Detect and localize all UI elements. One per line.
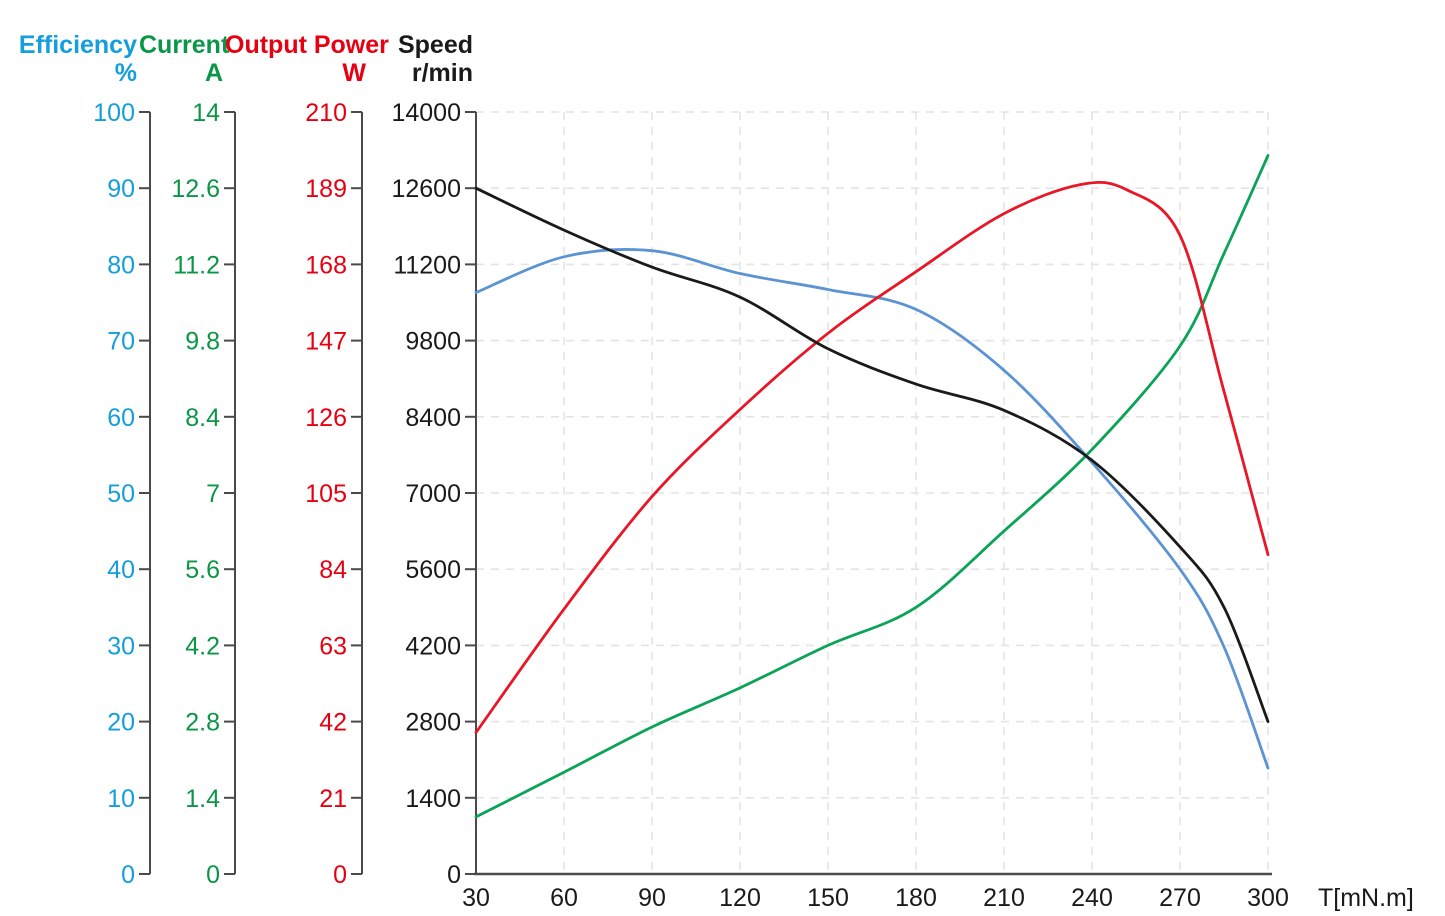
x-tick-label: 150 xyxy=(807,884,849,912)
speed-tick-label: 7000 xyxy=(405,480,461,508)
efficiency-tick-label: 80 xyxy=(107,251,135,279)
x-axis-title: T[mN.m] xyxy=(1318,884,1414,912)
current-tick-label: 11.2 xyxy=(173,251,220,279)
output_power-tick-label: 147 xyxy=(305,328,347,356)
speed-tick-label: 8400 xyxy=(405,404,461,432)
efficiency-tick-label: 0 xyxy=(121,861,135,889)
efficiency-curve xyxy=(474,248,1270,770)
output_power-tick-label: 210 xyxy=(305,99,347,127)
speed-axis-unit: r/min xyxy=(411,59,473,87)
current-tick-label: 12.6 xyxy=(171,175,220,203)
current-axis-header: Current A xyxy=(139,31,230,87)
x-tick-label: 90 xyxy=(638,884,666,912)
current-tick-label: 14 xyxy=(192,99,220,127)
current-tick-label: 8.4 xyxy=(185,404,220,432)
output-power-axis-unit: W xyxy=(342,59,366,87)
speed-tick-label: 14000 xyxy=(391,99,461,127)
current-tick-label: 0 xyxy=(206,861,220,889)
current-tick-label: 4.2 xyxy=(185,632,220,660)
current-axis-unit: A xyxy=(204,59,223,87)
efficiency-tick-label: 90 xyxy=(107,175,135,203)
x-tick-label: 120 xyxy=(719,884,761,912)
x-tick-label: 60 xyxy=(550,884,578,912)
output_power-tick-label: 21 xyxy=(319,785,347,813)
efficiency-tick-label: 30 xyxy=(107,632,135,660)
speed-tick-label: 9800 xyxy=(405,328,461,356)
output_power-tick-label: 63 xyxy=(319,632,347,660)
x-tick-label: 30 xyxy=(462,884,490,912)
output_power-tick-label: 105 xyxy=(305,480,347,508)
efficiency-tick-label: 40 xyxy=(107,556,135,584)
x-tick-label: 180 xyxy=(895,884,937,912)
output_power-tick-label: 42 xyxy=(319,709,347,737)
speed-tick-label: 12600 xyxy=(391,175,461,203)
speed-axis-title: Speed xyxy=(397,31,473,59)
efficiency-tick-label: 60 xyxy=(107,404,135,432)
efficiency-tick-label: 50 xyxy=(107,480,135,508)
output-power-axis-title: Output Power xyxy=(225,31,389,59)
output_power-tick-label: 84 xyxy=(319,556,347,584)
output_power-tick-label: 126 xyxy=(305,404,347,432)
x-tick-label: 240 xyxy=(1071,884,1113,912)
speed-tick-label: 11200 xyxy=(393,251,461,279)
current-tick-label: 7 xyxy=(206,480,220,508)
speed-axis-header: Speed r/min xyxy=(368,31,473,87)
output-power-axis-header: Output Power W xyxy=(225,31,389,87)
speed-tick-label: 0 xyxy=(447,861,461,889)
current-axis-title: Current xyxy=(139,31,230,59)
current-tick-label: 1.4 xyxy=(185,785,220,813)
efficiency-axis-title: Efficiency xyxy=(18,31,137,59)
speed-tick-label: 4200 xyxy=(405,632,461,660)
speed-tick-label: 5600 xyxy=(405,556,461,584)
output_power-tick-label: 168 xyxy=(305,251,347,279)
speed-tick-label: 2800 xyxy=(405,709,461,737)
output_power-tick-label: 189 xyxy=(305,175,347,203)
current-curve xyxy=(474,154,1270,819)
efficiency-axis-unit: % xyxy=(114,59,137,87)
x-tick-label: 210 xyxy=(983,884,1025,912)
speed-tick-label: 1400 xyxy=(405,785,461,813)
efficiency-tick-label: 10 xyxy=(107,785,135,813)
current-tick-label: 9.8 xyxy=(185,328,220,356)
efficiency-tick-label: 70 xyxy=(107,328,135,356)
output_power-curve xyxy=(474,180,1270,734)
output_power-tick-label: 0 xyxy=(333,861,347,889)
efficiency-axis-header: Efficiency % xyxy=(0,31,137,87)
speed-curve xyxy=(474,186,1270,723)
current-tick-label: 2.8 xyxy=(185,709,220,737)
x-tick-label: 270 xyxy=(1159,884,1201,912)
efficiency-tick-label: 100 xyxy=(93,99,135,127)
x-tick-label: 300 xyxy=(1247,884,1289,912)
current-tick-label: 5.6 xyxy=(185,556,220,584)
efficiency-tick-label: 20 xyxy=(107,709,135,737)
